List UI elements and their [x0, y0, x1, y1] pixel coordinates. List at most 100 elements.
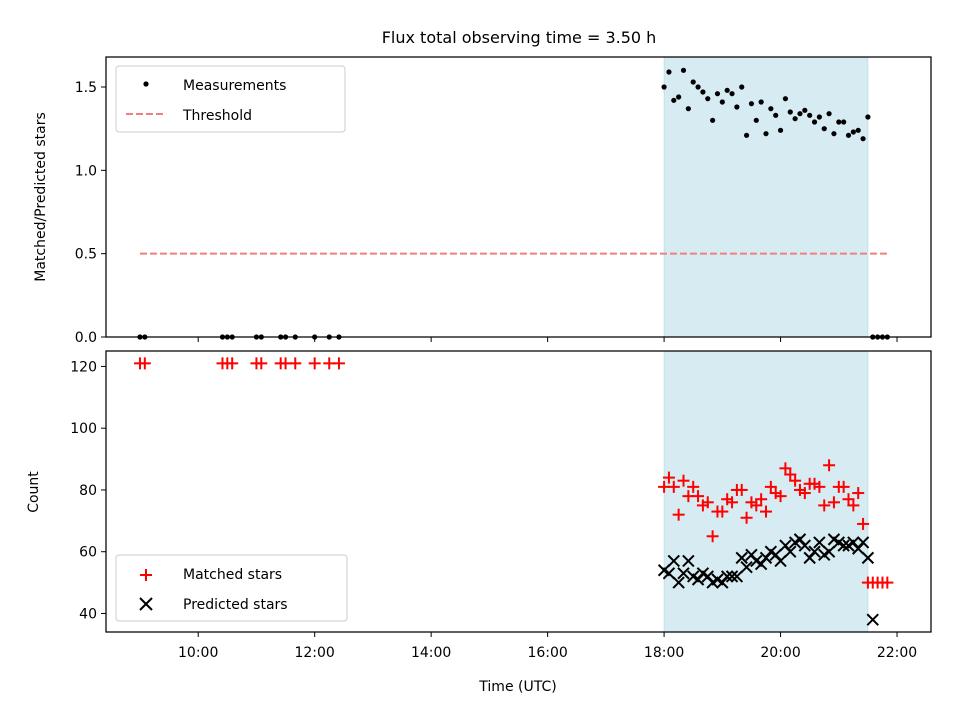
- measurement-point: [821, 126, 827, 132]
- top-y-tick-label: 0.0: [75, 330, 97, 346]
- matched-star-point: [332, 357, 345, 370]
- bottom-y-tick-label: 100: [70, 421, 97, 437]
- matched-star-point: [774, 490, 787, 503]
- predicted-star-point: [730, 570, 744, 583]
- bottom-x-tick-label: 12:00: [294, 645, 334, 661]
- legend-measurements-marker: [143, 81, 149, 87]
- predicted-star-point: [662, 567, 676, 580]
- bottom-panel: 40 60 80 100 120 10:00 12:00 14:00 16:00 18:00 20…: [26, 350, 932, 695]
- measurement-point: [787, 109, 793, 115]
- predicted-star-point: [725, 570, 739, 583]
- matched-star-point: [750, 499, 763, 512]
- matched-star-point: [755, 493, 768, 506]
- matched-star-point: [716, 505, 729, 518]
- measurement-point: [719, 99, 725, 105]
- matched-star-point: [789, 474, 802, 487]
- predicted-star-point: [677, 567, 690, 580]
- measurement-point: [841, 119, 847, 125]
- predicted-star-point: [837, 539, 850, 552]
- matched-star-point: [701, 496, 714, 509]
- predicted-star-point: [774, 554, 787, 568]
- measurement-point: [826, 111, 832, 117]
- top-y-tick-label: 1.5: [75, 80, 97, 96]
- matched-star-point: [818, 499, 831, 512]
- predicted-star-point: [856, 536, 870, 549]
- chart-title: Flux total observing time = 3.50 h: [382, 28, 657, 47]
- matched-star-point: [692, 490, 705, 503]
- measurement-point: [816, 114, 822, 120]
- measurement-point: [690, 79, 696, 85]
- measurement-point: [807, 112, 813, 118]
- measurement-point: [685, 106, 691, 112]
- measurement-point: [748, 101, 755, 107]
- top-plot-marks: [137, 67, 890, 340]
- measurement-point: [705, 96, 711, 102]
- top-panel: 0.0 0.5 1.0 1.5 Flux total observing time =…: [33, 28, 932, 346]
- matched-star-point: [823, 459, 836, 472]
- matched-star-point: [813, 480, 826, 493]
- observing-band-bottom: [663, 350, 869, 633]
- measurement-point: [792, 116, 798, 122]
- measurement-point: [845, 132, 852, 138]
- matched-star-point: [798, 487, 811, 500]
- measurement-point: [763, 131, 769, 137]
- matched-star-point: [138, 357, 151, 370]
- measurement-point: [777, 127, 784, 133]
- measurement-point: [811, 119, 818, 125]
- predicted-star-point: [866, 613, 879, 626]
- legend-matched-marker: [140, 569, 152, 581]
- measurement-point: [739, 84, 745, 90]
- legend-matched-label: Matched stars: [183, 567, 282, 583]
- measurement-point: [753, 117, 759, 123]
- matched-star-point: [255, 357, 268, 370]
- bottom-legend-box: [115, 554, 348, 622]
- bottom-y-tick-label: 60: [79, 545, 97, 561]
- legend-measurements-label: Measurements: [183, 78, 286, 94]
- bottom-x-ticks: 10:00 12:00 14:00 16:00 18:00 20:00 22:00: [178, 632, 917, 661]
- measurement-point: [680, 67, 687, 73]
- bottom-x-tick-label: 18:00: [644, 645, 684, 661]
- measurement-point: [661, 84, 667, 90]
- matched-star-point: [881, 576, 894, 589]
- predicted-star-point: [672, 576, 685, 589]
- bottom-y-tick-label: 120: [70, 359, 97, 375]
- measurement-point: [758, 99, 764, 105]
- bottom-axes-frame: [105, 350, 932, 633]
- matched-star-point: [852, 487, 865, 500]
- observing-band-top: [663, 56, 869, 338]
- measurement-point: [865, 114, 871, 120]
- matched-star-point: [784, 468, 797, 481]
- top-y-tick-label: 0.5: [75, 247, 97, 263]
- matched-star-point: [837, 480, 850, 493]
- matched-star-point: [735, 483, 748, 496]
- legend-threshold-label: Threshold: [182, 108, 252, 124]
- matched-star-point: [308, 357, 321, 370]
- measurement-point: [729, 91, 735, 97]
- measurement-point: [700, 89, 706, 95]
- measurement-point: [676, 94, 682, 100]
- matched-star-point: [677, 474, 690, 487]
- measurement-point: [802, 107, 808, 113]
- measurement-point: [734, 104, 740, 110]
- matched-star-point: [779, 462, 792, 475]
- predicted-star-point: [740, 560, 753, 574]
- predicted-star-point: [784, 545, 797, 558]
- bottom-x-tick-label: 14:00: [411, 645, 451, 661]
- matched-star-point: [706, 530, 719, 543]
- measurement-point: [850, 129, 856, 135]
- measurement-point: [836, 119, 842, 125]
- matched-star-point: [842, 493, 855, 506]
- top-legend: Measurements Threshold: [115, 65, 346, 133]
- predicted-star-point: [798, 539, 812, 552]
- matched-star-point: [226, 357, 239, 370]
- bottom-x-tick-label: 20:00: [760, 645, 800, 661]
- measurement-point: [710, 117, 716, 123]
- measurement-point: [743, 132, 750, 138]
- predicted-star-point: [667, 554, 681, 568]
- bottom-y-axis-label: Count: [26, 471, 42, 513]
- predicted-star-point: [808, 545, 821, 558]
- x-axis-label: Time (UTC): [478, 679, 556, 695]
- measurement-point: [855, 127, 861, 133]
- matched-star-point: [662, 471, 675, 484]
